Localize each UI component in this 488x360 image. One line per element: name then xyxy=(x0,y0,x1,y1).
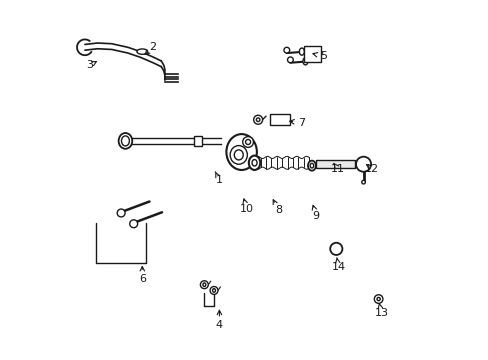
Text: 5: 5 xyxy=(319,51,326,61)
Ellipse shape xyxy=(251,159,257,166)
Ellipse shape xyxy=(234,150,243,160)
Text: 8: 8 xyxy=(274,206,282,216)
Ellipse shape xyxy=(203,283,205,287)
Ellipse shape xyxy=(309,163,313,168)
Text: 9: 9 xyxy=(312,211,319,221)
Ellipse shape xyxy=(373,295,382,303)
Ellipse shape xyxy=(355,157,370,172)
Ellipse shape xyxy=(253,115,262,124)
Bar xyxy=(269,114,290,125)
Ellipse shape xyxy=(361,180,365,184)
Ellipse shape xyxy=(212,289,215,292)
Text: 10: 10 xyxy=(240,204,253,215)
Ellipse shape xyxy=(210,287,218,294)
Ellipse shape xyxy=(245,139,250,144)
Ellipse shape xyxy=(329,243,342,255)
Ellipse shape xyxy=(129,220,137,228)
Ellipse shape xyxy=(137,49,147,54)
Text: 12: 12 xyxy=(364,163,378,174)
Ellipse shape xyxy=(226,134,256,170)
Text: 11: 11 xyxy=(330,163,344,174)
Text: 13: 13 xyxy=(374,308,387,318)
Text: 4: 4 xyxy=(215,320,223,330)
Ellipse shape xyxy=(303,58,307,65)
Ellipse shape xyxy=(376,297,380,301)
Ellipse shape xyxy=(121,136,129,146)
Ellipse shape xyxy=(200,281,208,289)
Text: 3: 3 xyxy=(86,60,93,70)
Ellipse shape xyxy=(256,118,260,122)
Ellipse shape xyxy=(117,209,125,217)
Bar xyxy=(316,160,354,168)
Ellipse shape xyxy=(119,133,132,149)
Ellipse shape xyxy=(230,145,247,164)
Ellipse shape xyxy=(242,136,253,147)
Ellipse shape xyxy=(284,47,289,53)
Ellipse shape xyxy=(287,57,293,63)
Text: 14: 14 xyxy=(331,262,345,272)
Text: 6: 6 xyxy=(139,274,145,284)
Ellipse shape xyxy=(307,161,315,171)
Bar xyxy=(303,45,320,62)
Text: 1: 1 xyxy=(216,175,223,185)
Bar xyxy=(193,136,202,146)
Ellipse shape xyxy=(299,48,304,55)
Text: 2: 2 xyxy=(149,42,156,52)
Text: 7: 7 xyxy=(298,118,305,128)
Ellipse shape xyxy=(248,156,260,170)
